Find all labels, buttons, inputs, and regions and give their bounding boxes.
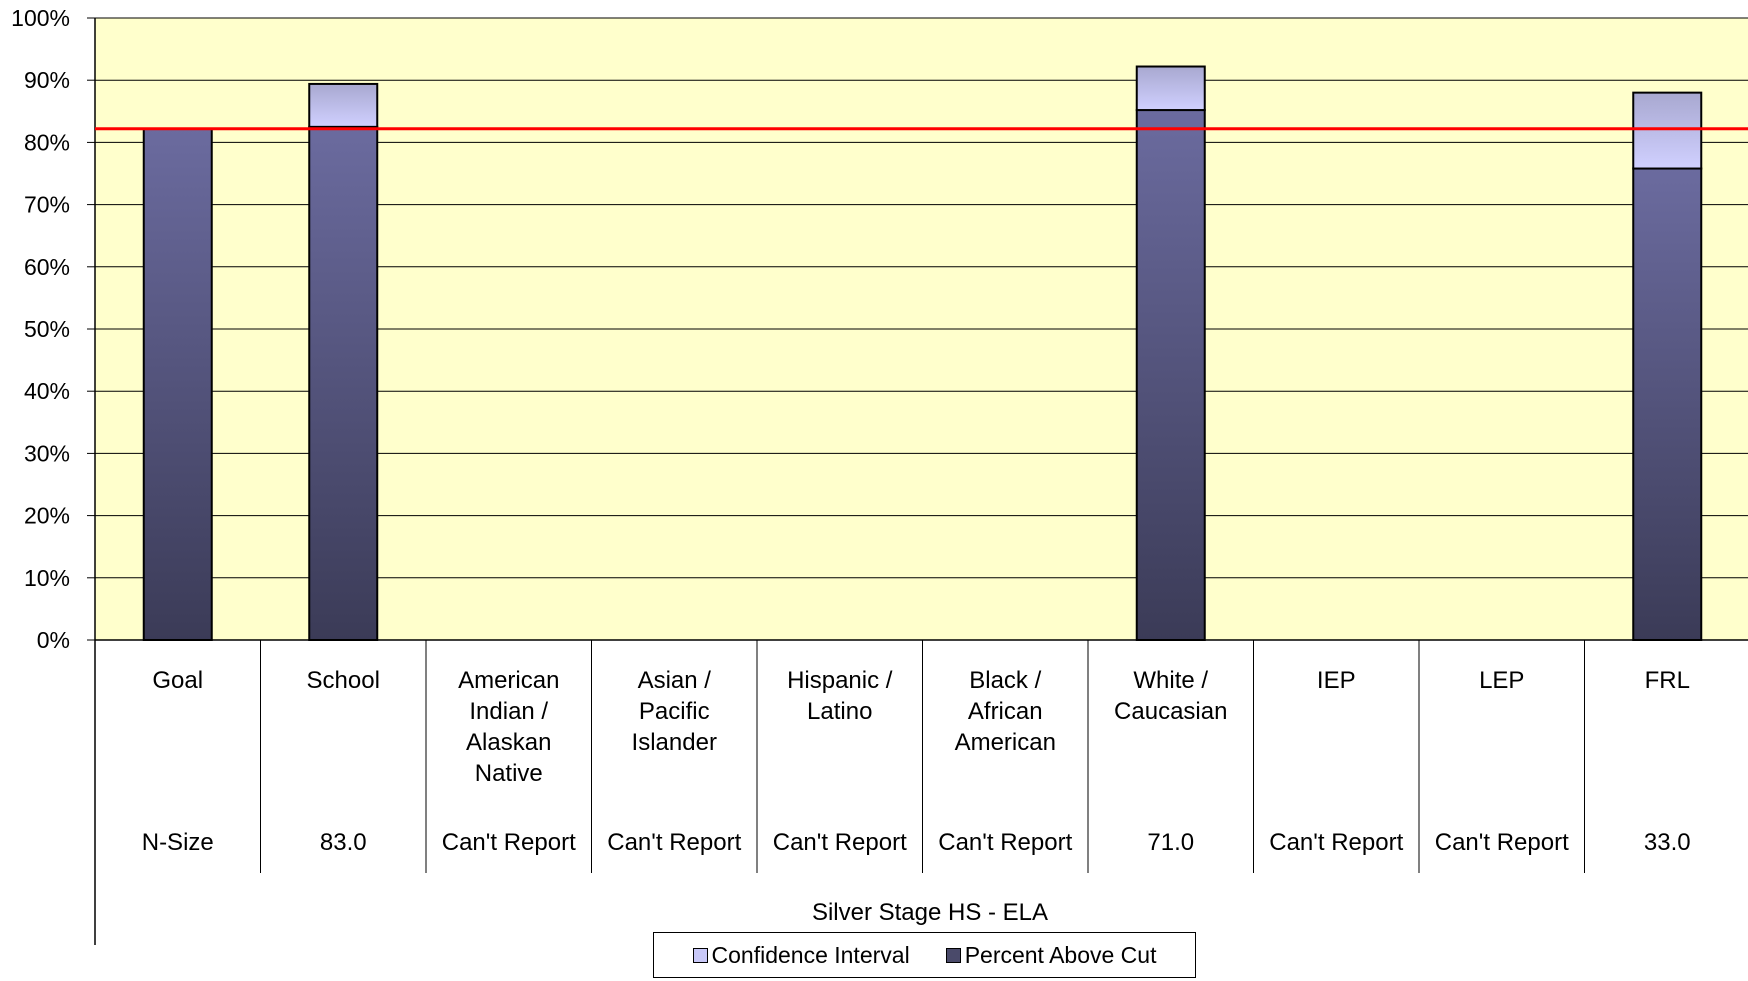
category-label: White / Caucasian [1088,665,1254,727]
y-tick-label: 90% [24,67,70,93]
bar-confidence-interval [308,82,379,128]
bar-confidence-interval [1632,91,1703,170]
bar-percent-above-cut [308,125,379,642]
bar-percent-above-cut [1632,167,1703,642]
chart-subtitle: Silver Stage HS - ELA [811,899,1049,926]
bar-percent-above-cut [1135,109,1206,641]
category-label-line: IEP [1316,667,1356,694]
n-size-label: 83.0 [319,829,367,856]
bar-percent-above-cut [142,127,213,641]
category-label: American Indian / Alaskan Native [426,665,592,789]
n-size-label: 33.0 [1643,829,1691,856]
y-tick-label: 0% [37,627,70,653]
category-label-line: Asian / [637,667,711,694]
legend-item-confidence-interval: Confidence Interval [692,941,910,969]
category-label-line: Goal [152,667,204,694]
category-label-line: African [967,698,1043,725]
n-size-label: Can't Report [938,829,1073,856]
category-label: LEP [1419,665,1585,696]
category-label-line: Native [474,760,543,787]
category-label-line: Indian / [469,698,549,725]
category-label-line: Latino [807,698,873,725]
category-label: FRL [1585,665,1748,696]
y-tick-label: 70% [24,192,70,218]
category-label: Asian / Pacific Islander [592,665,758,758]
legend-swatch-confidence-interval [692,947,708,963]
category-label: Black / African American [923,665,1089,758]
y-tick-label: 40% [24,378,70,404]
n-size-label: Can't Report [772,829,907,856]
category-label-line: Alaskan [466,729,552,756]
n-size-label: N-Size [141,829,214,856]
bar-confidence-interval [1135,65,1206,112]
y-tick-label: 30% [24,440,70,466]
category-label-line: Caucasian [1114,698,1228,725]
category-label-line: LEP [1479,667,1525,694]
y-tick-label: 50% [24,316,70,342]
legend-item-percent-above-cut: Percent Above Cut [945,941,1157,969]
category-label: Goal [95,665,261,696]
legend-swatch-percent-above-cut [945,947,961,963]
category-label-line: Pacific [638,698,710,725]
category-label: Hispanic / Latino [757,665,923,727]
legend: Confidence Interval Percent Above Cut [653,932,1196,978]
legend-label-confidence-interval: Confidence Interval [711,941,910,968]
category-label-line: Black / [969,667,1042,694]
category-label-line: Hispanic / [787,667,893,694]
category-label: School [261,665,427,696]
category-label-line: American [458,667,560,694]
n-size-label: Can't Report [1269,829,1404,856]
n-size-label: Can't Report [441,829,576,856]
category-label-line: Islander [631,729,717,756]
y-tick-label: 20% [24,503,70,529]
category-label-line: School [306,667,380,694]
y-tick-label: 80% [24,129,70,155]
y-tick-label: 10% [24,565,70,591]
legend-label-percent-above-cut: Percent Above Cut [964,941,1157,968]
n-size-label: Can't Report [1434,829,1569,856]
category-label-line: American [954,729,1056,756]
n-size-label: 71.0 [1147,829,1195,856]
y-tick-label: 100% [11,5,70,31]
category-label-line: FRL [1644,667,1690,694]
category-label: IEP [1254,665,1420,696]
category-label-line: White / [1133,667,1209,694]
y-tick-label: 60% [24,254,70,280]
n-size-label: Can't Report [607,829,742,856]
